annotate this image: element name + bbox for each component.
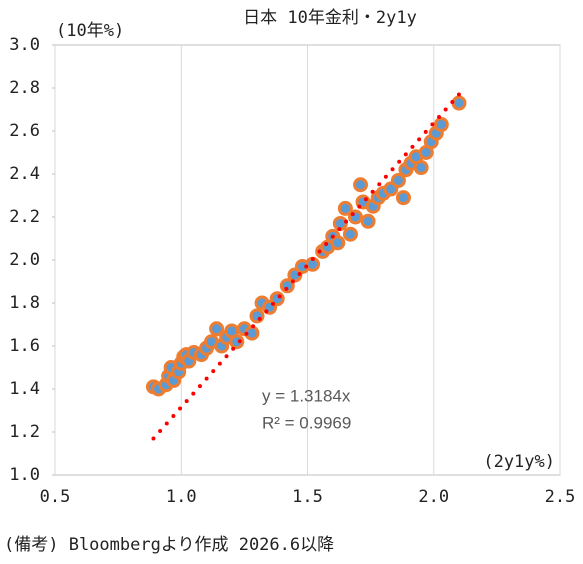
x-tick-label: 2.5 [545,487,576,507]
x-tick-label: 1.0 [166,487,197,507]
scatter-point [395,190,411,206]
scatter-point [360,213,376,229]
y-tick-label: 2.4 [9,164,40,184]
y-tick-label: 1.4 [9,379,40,399]
y-axis-label: (10年%) [56,21,124,41]
x-tick-label: 1.5 [292,487,323,507]
scatter-point [433,117,449,133]
scatter-point [330,235,346,251]
y-tick-label: 2.2 [9,207,40,227]
x-tick-label: 2.0 [418,487,449,507]
scatter-point [209,321,225,337]
y-tick-label: 2.0 [9,250,40,270]
scatter-point [342,226,358,242]
scatter-point [413,160,429,176]
x-axis-label: (2y1y%) [483,452,555,472]
scatter-point [353,177,369,193]
x-tick-label: 0.5 [40,487,71,507]
scatter-point [451,95,467,111]
chart-title: 日本 10年金利・2y1y [243,8,417,28]
y-tick-label: 2.8 [9,78,40,98]
y-tick-label: 2.6 [9,121,40,141]
y-tick-label: 1.6 [9,336,40,356]
scatter-point [229,334,245,350]
footnote: (備考) Bloombergより作成 2026.6以降 [4,535,334,555]
y-tick-label: 1.0 [9,465,40,485]
y-tick-label: 3.0 [9,35,40,55]
trendline [151,92,461,441]
scatter-point [337,200,353,216]
annotation: R² = 0.9969 [262,413,351,432]
y-tick-label: 1.8 [9,293,40,313]
scatter-point [390,172,406,188]
annotation: y = 1.3184x [262,386,351,405]
y-tick-label: 1.2 [9,422,40,442]
